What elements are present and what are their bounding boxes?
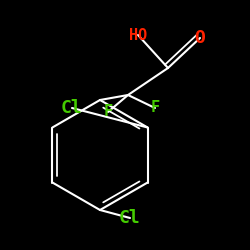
Text: Cl: Cl — [61, 99, 83, 117]
Text: F: F — [104, 104, 112, 120]
Text: O: O — [194, 29, 205, 47]
Text: F: F — [150, 100, 160, 116]
Text: HO: HO — [129, 28, 147, 42]
Text: Cl: Cl — [119, 209, 141, 227]
